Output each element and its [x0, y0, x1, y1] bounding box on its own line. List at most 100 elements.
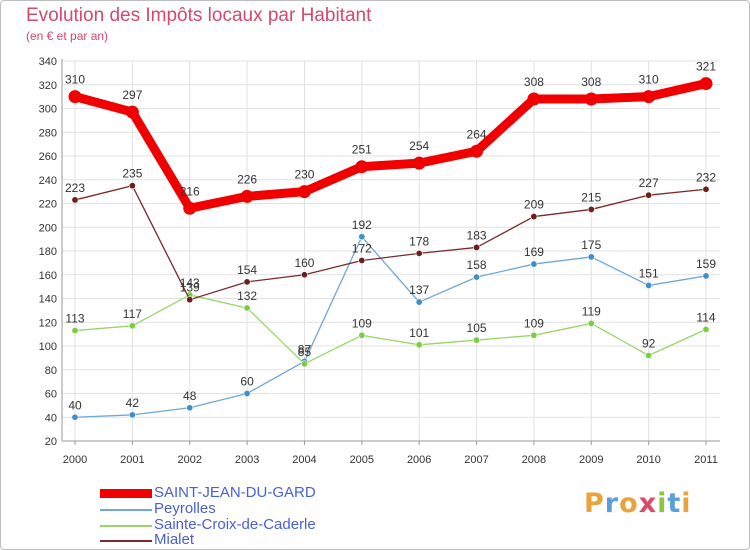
x-tick-label: 2007 [464, 454, 488, 466]
legend-item-peyrolles[interactable]: Peyrolles [100, 500, 430, 517]
data-point [645, 281, 653, 289]
legend-swatch [100, 525, 152, 527]
data-point [240, 189, 254, 203]
data-label: 254 [409, 139, 429, 153]
y-tick-label: 20 [45, 436, 57, 448]
data-point [642, 90, 656, 104]
y-tick-label: 260 [39, 151, 57, 163]
y-tick-label: 200 [39, 222, 57, 234]
y-tick-label: 40 [45, 412, 57, 424]
proxiti-logo: Proxiti [584, 488, 692, 519]
data-point [297, 185, 311, 199]
data-label: 183 [467, 228, 487, 242]
data-label: 151 [639, 266, 659, 280]
data-point [473, 243, 481, 251]
legend-swatch [100, 509, 152, 511]
data-label: 235 [122, 167, 142, 181]
data-label: 264 [467, 127, 487, 141]
x-tick-label: 2001 [120, 454, 144, 466]
data-point [645, 191, 653, 199]
data-point [358, 256, 366, 264]
legend-item-sainte-croix-de-caderle[interactable]: Sainte-Croix-de-Caderle [100, 516, 430, 533]
data-point [128, 322, 136, 330]
series-mialet [71, 182, 710, 304]
data-label: 159 [696, 257, 716, 271]
data-label: 117 [123, 307, 142, 321]
data-point [125, 105, 139, 119]
data-point [587, 253, 595, 261]
data-label: 109 [524, 316, 544, 330]
data-label: 119 [582, 304, 601, 318]
data-point [71, 196, 79, 204]
data-point [702, 325, 710, 333]
data-label: 308 [524, 75, 544, 89]
data-point [645, 351, 653, 359]
data-point [412, 156, 426, 170]
data-label: 251 [352, 143, 372, 157]
data-point [415, 298, 423, 306]
data-point [702, 185, 710, 193]
data-label: 209 [524, 198, 544, 212]
x-tick-label: 2011 [694, 454, 718, 466]
legend-label: Peyrolles [154, 500, 216, 517]
data-label: 92 [642, 337, 656, 351]
logo-letter: r [604, 488, 620, 519]
data-point [186, 296, 194, 304]
x-tick-label: 2008 [522, 454, 546, 466]
data-point [243, 389, 251, 397]
legend-label: SAINT-JEAN-DU-GARD [154, 484, 316, 501]
data-label: 40 [68, 398, 82, 412]
series-line [70, 79, 711, 213]
series-peyrolles [71, 233, 710, 421]
series-line [74, 294, 707, 365]
data-point [71, 327, 79, 335]
data-label: 143 [180, 276, 200, 290]
x-tick-label: 2005 [350, 454, 374, 466]
data-label: 172 [352, 242, 372, 256]
y-tick-label: 240 [39, 175, 57, 187]
chart-subtitle: (en € et par an) [26, 29, 109, 43]
legend-swatch [100, 540, 152, 542]
x-tick-label: 2010 [636, 454, 660, 466]
data-point [358, 233, 366, 241]
axis-layer: 20 40 60 80 100 120 140 160 180 200 220 240 260 280 30… [39, 56, 720, 466]
data-label: 114 [696, 310, 715, 324]
data-label: 227 [639, 176, 659, 190]
logo-letter: i [657, 488, 668, 519]
legend-item-saint-jean-du-gard[interactable]: SAINT-JEAN-DU-GARD [100, 484, 430, 501]
data-label: 226 [237, 172, 257, 186]
legend-label: Mialet [154, 531, 195, 548]
y-tick-label: 180 [39, 246, 57, 258]
data-point [584, 92, 598, 106]
y-tick-label: 160 [39, 270, 57, 282]
data-label: 216 [180, 184, 200, 198]
data-label: 154 [237, 263, 257, 277]
x-tick-label: 2003 [235, 454, 259, 466]
series-line [74, 236, 707, 418]
data-label: 232 [696, 170, 716, 184]
data-point [243, 278, 251, 286]
data-point [530, 213, 538, 221]
legend-label: Sainte-Croix-de-Caderle [154, 516, 316, 533]
y-tick-label: 120 [39, 317, 57, 329]
data-label: 87 [298, 342, 312, 356]
legend-item-mialet[interactable]: Mialet [100, 531, 430, 548]
y-tick-label: 320 [39, 80, 57, 92]
data-point [473, 336, 481, 344]
series-line [74, 185, 707, 301]
data-point [530, 260, 538, 268]
data-label: 297 [122, 88, 142, 102]
data-label: 105 [467, 321, 487, 335]
data-point [702, 272, 710, 280]
data-label: 160 [294, 256, 314, 270]
data-label-layer: 40 42 48 60 87 192 137 158 169 175 151 159 113 117 143… [65, 60, 716, 413]
y-tick-label: 100 [39, 341, 57, 353]
data-point [186, 404, 194, 412]
series-saint-jean-du-gard [68, 77, 713, 215]
data-point [355, 160, 369, 174]
data-point [699, 77, 713, 91]
data-point [587, 319, 595, 327]
data-point [300, 360, 308, 368]
data-label: 139 [180, 281, 200, 295]
